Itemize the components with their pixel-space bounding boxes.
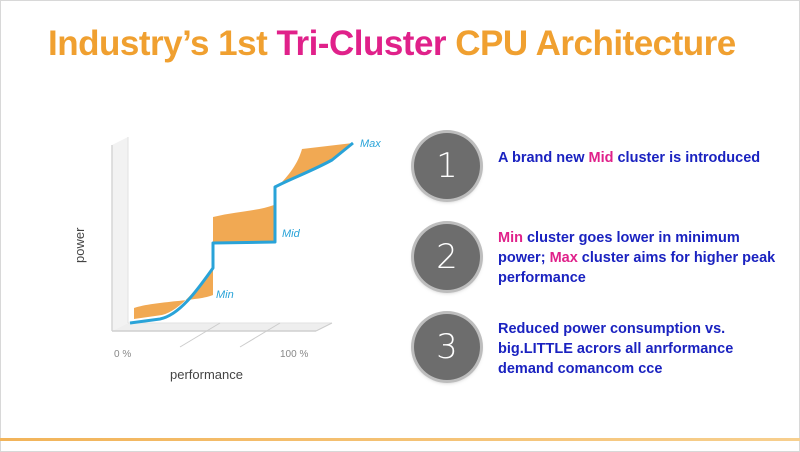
back-wall	[112, 137, 128, 331]
title-part-2: CPU Architecture	[446, 24, 736, 63]
point-2-text-part-2: cluster aims for higher peak performance	[498, 250, 776, 286]
x-axis-label: performance	[170, 367, 243, 382]
point-2-text-part-1: cluster goes lower in minimum power;	[498, 230, 740, 266]
point-2-highlight-min: Min	[498, 230, 523, 246]
point-2-highlight-max: Max	[549, 250, 578, 266]
point-1-text-part-1: A brand new	[498, 150, 589, 166]
max-cluster-label: Max	[360, 138, 381, 150]
title-part-1: Industry’s 1st	[48, 24, 277, 63]
x-tick-end: 100 %	[280, 349, 308, 360]
min-cluster-label: Min	[216, 289, 234, 301]
point-3: 3 Reduced power consumption vs. big.LITT…	[414, 314, 794, 384]
point-2-text: Min cluster goes lower in minimum power;…	[498, 228, 780, 288]
mid-cluster-label: Mid	[282, 228, 301, 240]
floor-divider-2	[239, 322, 281, 348]
bottom-rule	[0, 438, 800, 441]
number-badge-2: 2	[414, 224, 480, 290]
point-1-highlight-mid: Mid	[588, 150, 614, 166]
efficiency-band	[134, 143, 353, 319]
power-performance-diagram: power performance 0 % 100 % Min Mid Max	[72, 137, 381, 382]
y-axis-label: power	[72, 227, 87, 263]
number-badge-3: 3	[414, 314, 480, 380]
point-1-text-part-2: cluster is introduced	[613, 150, 761, 166]
floor-divider-1	[179, 322, 221, 348]
floor-plane	[112, 323, 332, 331]
tri-cluster-curve	[129, 141, 354, 325]
point-3-text: Reduced power consumption vs. big.LITTLE…	[498, 321, 734, 377]
slide-title: Industry’s 1st Tri-Cluster CPU Architect…	[48, 24, 736, 64]
number-badge-1: 1	[414, 133, 480, 199]
point-1: 1 A brand new Mid cluster is introduced	[414, 133, 794, 203]
x-tick-start: 0 %	[114, 349, 131, 360]
floor-edge	[315, 322, 333, 332]
point-2: 2 Min cluster goes lower in minimum powe…	[414, 224, 794, 294]
point-1-text: A brand new Mid cluster is introduced	[498, 148, 780, 168]
title-accent: Tri-Cluster	[276, 24, 447, 63]
